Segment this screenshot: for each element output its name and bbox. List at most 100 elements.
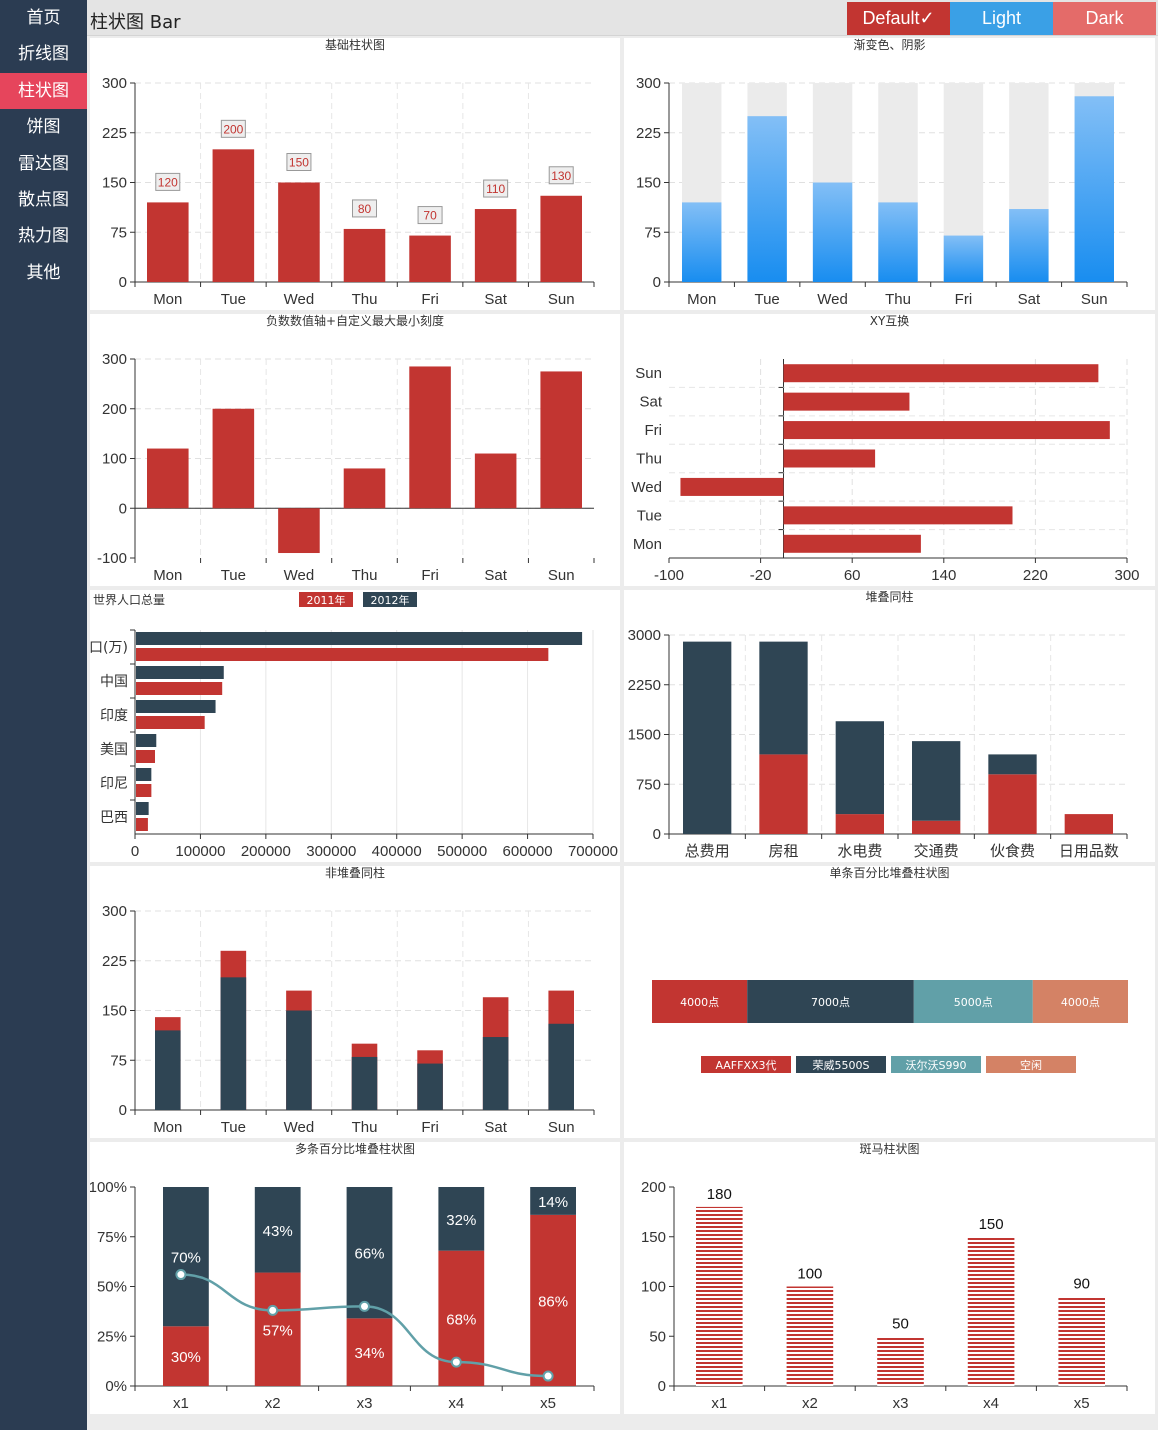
bar-2012	[136, 700, 216, 713]
bar-top	[988, 754, 1037, 775]
sidebar-item-line[interactable]: 折线图	[18, 44, 69, 65]
bar-bottom	[835, 814, 884, 834]
data-label-box	[220, 119, 246, 138]
bar	[212, 149, 255, 282]
data-label-box	[483, 179, 509, 198]
x-tick-label: x2	[802, 1395, 818, 1412]
x-tick-label: x4	[448, 1395, 464, 1412]
sidebar-item-other[interactable]: 其他	[26, 262, 61, 283]
y-tick-label: 300	[102, 351, 127, 368]
trend-point	[359, 1300, 370, 1312]
bar	[474, 453, 517, 509]
legend-label: 沃尔沃S990	[906, 1059, 967, 1072]
bar	[812, 182, 853, 282]
data-label: 80	[358, 202, 372, 216]
y-tick-label: Tue	[637, 507, 662, 524]
sidebar: 首页 折线图 柱状图 饼图 雷达图 散点图 热力图 其他	[0, 0, 87, 1430]
sidebar-item-heatmap[interactable]: 热力图	[18, 226, 69, 247]
bar-bottom	[346, 1318, 393, 1386]
x-tick-label: -20	[750, 567, 772, 584]
data-label: 70	[423, 209, 437, 223]
bar	[943, 235, 984, 282]
y-tick-label: 75	[644, 224, 661, 241]
y-tick-label: 0	[119, 500, 127, 517]
bar	[147, 448, 189, 509]
trend-point	[450, 1356, 462, 1368]
bar-bottom	[163, 1326, 209, 1386]
y-tick-label: 300	[636, 75, 661, 92]
bar	[783, 506, 1013, 525]
panel-single-percent: 单条百分比堆叠柱状图 4000点 7000点 5000点 4000点 AAFFXX3代 荣威…	[624, 866, 1155, 1138]
bar-2012	[136, 768, 152, 781]
y-tick-label: 300	[102, 903, 127, 920]
chart-negative-bar: 负数数值轴+自定义最大最小刻度 -100 0 100 200 300 Mon Tue Wed Th…	[97, 314, 595, 584]
bar-2011	[136, 648, 549, 661]
y-tick-label: 0	[119, 1102, 127, 1119]
y-tick-label: 100	[641, 1279, 666, 1296]
legend-swatch	[796, 1056, 886, 1073]
data-label-box	[548, 166, 574, 185]
x-tick-label: 140	[931, 567, 956, 584]
data-label-box	[352, 199, 377, 218]
x-tick-label: Tue	[221, 291, 246, 308]
chart-title: 基础柱状图	[325, 38, 385, 52]
legend-label: 2011年	[307, 593, 346, 607]
x-tick-label: 水电费	[837, 842, 882, 860]
legend-swatch	[701, 1056, 791, 1073]
x-tick-label: Wed	[817, 291, 848, 308]
bar	[783, 534, 921, 553]
bar-top	[759, 641, 808, 755]
y-tick-label: 中国	[100, 674, 128, 690]
x-tick-label: Sun	[548, 291, 575, 308]
top-label: 43%	[263, 1223, 293, 1240]
y-tick-label: 200	[102, 401, 127, 418]
chart-title: 世界人口总量	[93, 593, 165, 607]
sidebar-item-scatter[interactable]: 散点图	[18, 189, 69, 210]
chart-multi-percent: 多条百分比堆叠柱状图 0% 25% 50% 75% 100% x1 x2 x3 x4 x5 30% 70…	[90, 1142, 595, 1412]
theme-light-button[interactable]: Light	[950, 2, 1053, 35]
y-tick-label: 0	[653, 826, 661, 843]
bar	[783, 449, 876, 468]
legend-label: AAFFXX3代	[715, 1059, 776, 1072]
x-tick-label: Thu	[352, 567, 378, 584]
bar-bottom	[530, 1214, 576, 1386]
x-tick-label: 房租	[768, 842, 798, 860]
x-tick-label: 60	[844, 567, 861, 584]
bar	[783, 364, 1099, 383]
theme-default-button[interactable]: Default✓	[847, 2, 950, 35]
chart-gradient-bar: 渐变色、阴影 0 75 150 225 300 Mon Tue Wed Thu Fri Sat Sun	[636, 38, 1128, 308]
sidebar-item-radar[interactable]: 雷达图	[18, 153, 69, 174]
x-tick-label: Wed	[284, 1119, 315, 1136]
bar	[783, 421, 1110, 440]
y-tick-label: 50%	[97, 1279, 127, 1296]
trend-point	[267, 1304, 279, 1316]
y-tick-label: 0	[653, 274, 661, 291]
x-tick-label: 0	[131, 843, 139, 860]
theme-dark-button[interactable]: Dark	[1053, 2, 1156, 35]
data-label: 120	[158, 175, 178, 189]
bar-part	[220, 977, 247, 1110]
y-tick-label: 2250	[628, 677, 661, 694]
bar	[147, 202, 189, 282]
chart-xy-swap: XY互换 -100 -20 60 140 220 300 Mon Tue Wed Thu Fri Sat…	[631, 314, 1139, 584]
y-tick-label: 150	[102, 175, 127, 192]
panel-basic-bar: 基础柱状图 0 75 150 225 300 Mon Tue Wed Thu Fri Sat Sun 12…	[90, 38, 620, 310]
x-tick-label: Mon	[687, 291, 716, 308]
x-tick-label: Tue	[221, 1119, 246, 1136]
x-tick-label: Tue	[221, 567, 246, 584]
x-tick-label: Thu	[352, 291, 378, 308]
bar-bottom	[759, 754, 808, 834]
sidebar-item-pie[interactable]: 饼图	[26, 117, 61, 138]
sidebar-item-home[interactable]: 首页	[26, 8, 61, 28]
bar-2011	[136, 716, 205, 729]
bar-part	[417, 1063, 443, 1110]
data-label: 110	[486, 182, 505, 196]
sidebar-item-bar[interactable]: 柱状图	[0, 72, 87, 110]
segment-label: 7000点	[811, 996, 850, 1009]
data-label-box	[417, 206, 443, 225]
y-tick-label: 0%	[105, 1378, 127, 1395]
top-label: 14%	[538, 1194, 568, 1211]
bar	[540, 195, 582, 282]
x-tick-label: Tue	[754, 291, 779, 308]
y-tick-label: 75	[110, 1052, 127, 1069]
